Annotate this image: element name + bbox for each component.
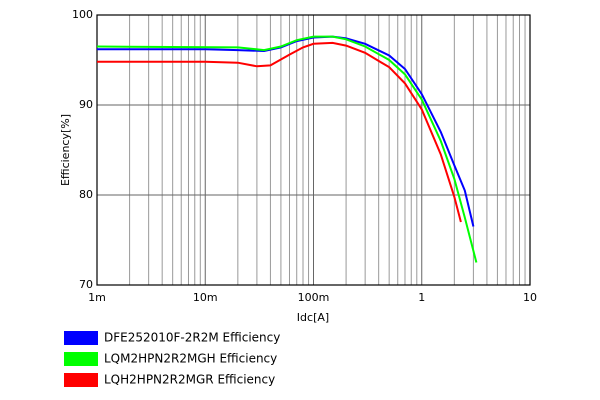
legend-label: LQH2HPN2R2MGR Efficiency: [104, 373, 275, 387]
x-tick-label: 10: [523, 291, 537, 304]
y-axis-label: Efficiency[%]: [59, 114, 72, 186]
legend-swatch: [64, 373, 98, 387]
line: [97, 41, 462, 223]
line: [96, 35, 478, 263]
y-tick-label: 100: [72, 8, 93, 21]
x-axis-label: Idc[A]: [297, 311, 329, 324]
y-tick-label: 80: [79, 188, 93, 201]
x-tick-label: 1m: [88, 291, 106, 304]
legend: DFE252010F-2R2M Efficiency LQM2HPN2R2MGH …: [64, 331, 280, 387]
legend-swatch: [64, 331, 98, 345]
y-tick-label: 70: [79, 278, 93, 291]
x-tick-label: 100m: [298, 291, 330, 304]
y-tick-label: 90: [79, 98, 93, 111]
plot-frame: [96, 14, 531, 286]
x-tick-label: 1: [418, 291, 425, 304]
x-tick-label: 10m: [193, 291, 218, 304]
legend-label: DFE252010F-2R2M Efficiency: [104, 331, 280, 345]
legend-label: LQM2HPN2R2MGH Efficiency: [104, 352, 277, 366]
legend-swatch: [64, 352, 98, 366]
